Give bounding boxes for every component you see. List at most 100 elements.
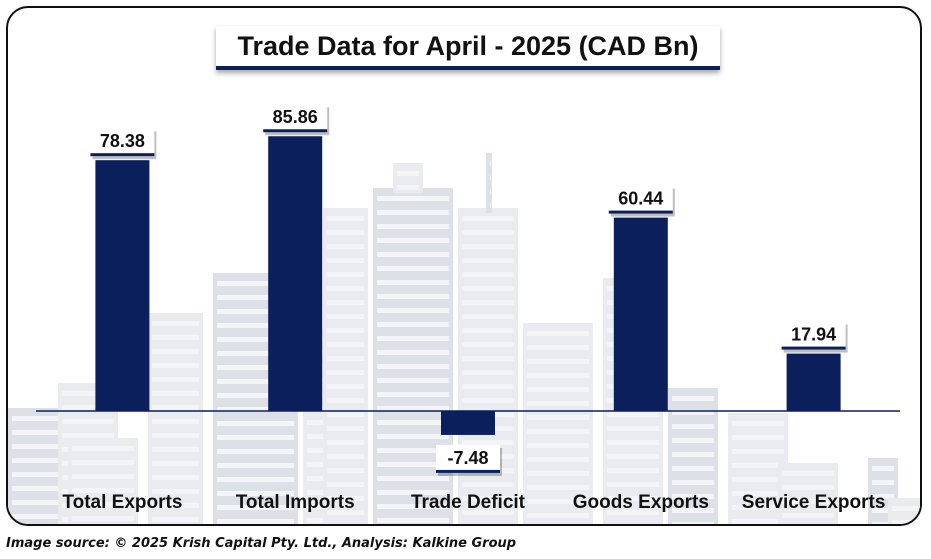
background-building-window	[672, 480, 714, 485]
background-building-window	[152, 517, 199, 522]
background-building-window	[327, 496, 364, 501]
background-building-window	[377, 406, 449, 411]
background-building-window	[782, 513, 834, 518]
data-label: -7.48	[436, 444, 502, 476]
background-building-window	[377, 266, 449, 271]
background-building-window	[327, 482, 364, 487]
background-building-window	[72, 488, 134, 493]
background-building-window	[12, 458, 64, 463]
background-building-window	[872, 466, 894, 471]
background-building-window	[732, 421, 784, 426]
data-label-text: 78.38	[100, 131, 145, 151]
background-building-window	[217, 351, 294, 356]
background-building-window	[462, 328, 514, 333]
background-building-window	[892, 520, 920, 524]
background-building-window	[782, 499, 834, 504]
background-building	[523, 323, 593, 524]
background-building-window	[527, 499, 589, 504]
background-building-window	[327, 300, 364, 305]
background-building-window	[462, 496, 514, 501]
background-building-window	[72, 516, 134, 521]
background-building-window	[327, 468, 364, 473]
image-source-caption: Image source: © 2025 Krish Capital Pty. …	[6, 536, 517, 551]
background-building-window	[12, 444, 64, 449]
background-building-window	[462, 286, 514, 291]
background-building-window	[152, 405, 199, 410]
bars	[95, 136, 841, 435]
background-building-window	[607, 510, 659, 515]
background-building-window	[12, 416, 64, 421]
chart-frame: 78.38 85.86 -7.48 60.44 17.94 Total Exports T…	[6, 6, 922, 526]
background-building-window	[377, 448, 449, 453]
bar	[613, 217, 668, 411]
background-building-window	[217, 463, 294, 468]
background-building-window	[152, 503, 199, 508]
background-building-window	[72, 460, 134, 465]
background-building-window	[377, 462, 449, 467]
background-building-window	[397, 171, 419, 176]
background-building-window	[527, 457, 589, 462]
background-building-window	[217, 281, 294, 286]
background-building-window	[672, 438, 714, 443]
background-building-window	[12, 472, 64, 477]
background-building-window	[490, 189, 491, 194]
background-building-window	[217, 505, 294, 510]
background-building-window	[732, 519, 784, 524]
background-building	[148, 313, 203, 524]
background-building-window	[72, 474, 134, 479]
background-building-window	[152, 447, 199, 452]
background-building-window	[872, 480, 894, 485]
data-label-box	[263, 104, 328, 133]
background-building-window	[217, 477, 294, 482]
background-building-window	[152, 461, 199, 466]
data-label-box	[781, 321, 846, 350]
background-building-window	[72, 502, 134, 507]
background-building-window	[377, 420, 449, 425]
background-building-window	[462, 384, 514, 389]
background-building-window	[217, 295, 294, 300]
background-building-window	[527, 345, 589, 350]
background-building-window	[327, 328, 364, 333]
background-building-window	[607, 412, 659, 417]
background-building-window	[527, 485, 589, 490]
background-building-window	[732, 491, 784, 496]
category-tick-label: Total Imports	[236, 492, 355, 513]
background-building-window	[377, 378, 449, 383]
data-label: 78.38	[90, 128, 157, 160]
background-building-window	[377, 210, 449, 215]
background-building-window	[527, 415, 589, 420]
background-building-window	[152, 391, 199, 396]
background-building-window	[377, 336, 449, 341]
background-building-window	[607, 496, 659, 501]
background-building-window	[490, 175, 491, 180]
background-building-window	[327, 510, 364, 515]
background-building-window	[462, 398, 514, 403]
background-building-window	[217, 407, 294, 412]
background-building-window	[327, 314, 364, 319]
background-building-window	[62, 419, 114, 424]
background-building-window	[462, 244, 514, 249]
background-building-window	[217, 337, 294, 342]
background-building-window	[607, 454, 659, 459]
background-building-window	[327, 440, 364, 445]
chart-title: Trade Data for April - 2025 (CAD Bn)	[237, 30, 699, 61]
bar	[95, 160, 150, 411]
background-building-window	[462, 342, 514, 347]
data-label: 85.86	[263, 104, 330, 136]
background-building-window	[607, 426, 659, 431]
background-building-window	[152, 419, 199, 424]
background-building-window	[62, 433, 114, 438]
background-building-window	[732, 477, 784, 482]
background-building-window	[527, 513, 589, 518]
background-building	[486, 153, 492, 213]
background-building-window	[327, 342, 364, 347]
category-tick-label: Service Exports	[742, 492, 886, 513]
background-building-window	[217, 491, 294, 496]
data-label: 17.94	[781, 321, 848, 353]
background-building-window	[377, 252, 449, 257]
background-building-window	[672, 424, 714, 429]
background-building-window	[377, 490, 449, 495]
data-label-underline	[781, 346, 846, 350]
data-label-underline	[263, 129, 328, 133]
